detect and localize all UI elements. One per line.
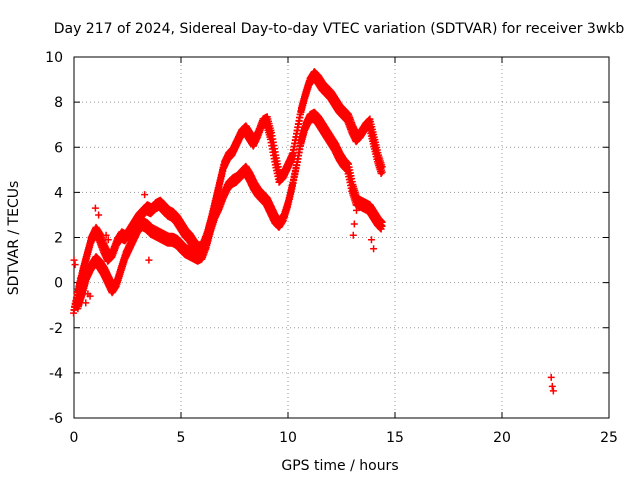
grid-lines <box>74 57 609 418</box>
x-tick-label: 0 <box>70 430 79 446</box>
isolated-point <box>141 191 149 199</box>
y-tick-label: 2 <box>54 231 63 247</box>
isolated-point <box>370 245 378 253</box>
isolated-point <box>86 292 94 300</box>
y-tick-label: 8 <box>54 95 63 111</box>
isolated-point <box>367 236 375 244</box>
upper-trace-point <box>378 168 386 176</box>
isolated-point <box>71 261 79 269</box>
axis-ticks: 0 5 10 15 20 25 -6 -4 -2 0 2 4 6 8 10 <box>45 50 618 446</box>
y-tick-label: 10 <box>45 50 63 66</box>
isolated-point <box>95 211 103 219</box>
isolated-point <box>547 373 555 381</box>
y-axis-label: SDTVAR / TECUs <box>6 181 22 296</box>
y-tick-label: -2 <box>49 321 63 337</box>
isolated-point <box>145 256 153 264</box>
isolated-point <box>548 382 556 390</box>
isolated-point <box>87 234 95 241</box>
isolated-point <box>104 236 112 244</box>
chart-title: Day 217 of 2024, Sidereal Day-to-day VTE… <box>54 21 625 37</box>
x-tick-label: 15 <box>386 430 404 446</box>
y-tick-label: 0 <box>54 276 63 292</box>
upper-trace-point <box>377 170 385 178</box>
isolated-point <box>91 204 99 212</box>
isolated-point <box>350 220 358 228</box>
isolated-point <box>102 231 110 239</box>
x-tick-label: 5 <box>177 430 186 446</box>
y-tick-label: 4 <box>54 185 63 201</box>
x-tick-label: 25 <box>600 430 618 446</box>
data-marks <box>70 68 557 395</box>
y-tick-label: -6 <box>49 411 63 427</box>
x-tick-label: 10 <box>279 430 297 446</box>
y-tick-label: 6 <box>54 140 63 156</box>
x-tick-label: 20 <box>493 430 511 446</box>
isolated-point <box>76 274 84 282</box>
isolated-point <box>349 231 357 239</box>
lower-trace-point <box>378 222 386 230</box>
isolated-point <box>352 206 360 214</box>
y-tick-label: -4 <box>49 366 63 382</box>
x-axis-label: GPS time / hours <box>281 458 398 474</box>
isolated-point <box>355 197 363 205</box>
isolated-point <box>82 299 90 307</box>
isolated-point <box>70 256 78 264</box>
isolated-point <box>549 387 557 395</box>
